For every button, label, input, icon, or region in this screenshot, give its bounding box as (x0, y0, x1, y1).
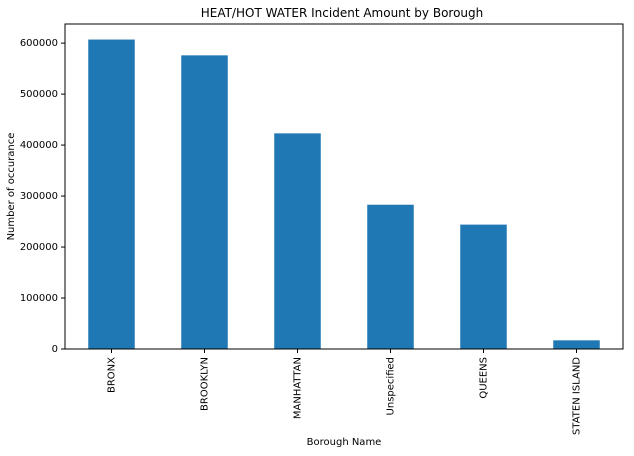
y-tick-label-1: 100000 (20, 293, 58, 304)
y-tick-label-5: 500000 (20, 89, 58, 100)
x-tick-label-staten-island: STATEN ISLAND (572, 357, 583, 435)
x-axis-label: Borough Name (307, 437, 382, 448)
y-tick-label-4: 400000 (20, 140, 58, 151)
bar-queens (460, 224, 507, 349)
bar-manhattan (274, 133, 321, 349)
x-tick-label-queens: QUEENS (479, 357, 490, 399)
bar-bronx (88, 39, 135, 350)
x-tick-label-manhattan: MANHATTAN (293, 357, 304, 419)
y-axis-label: Number of occurance (6, 133, 17, 241)
y-axis-ticks: 0 100000 200000 300000 400000 500000 600000 (20, 38, 65, 355)
y-tick-label-2: 200000 (20, 242, 58, 253)
x-tick-label-brooklyn: BROOKLYN (200, 357, 211, 411)
bar-staten-island (553, 340, 600, 349)
x-axis-ticks: BRONX BROOKLYN MANHATTAN Unspecified QUEENS S… (107, 349, 583, 435)
x-tick-label-unspecified: Unspecified (386, 357, 397, 415)
y-tick-label-3: 300000 (20, 191, 58, 202)
bar-unspecified (367, 204, 414, 349)
bar-brooklyn (181, 55, 228, 349)
y-tick-label-6: 600000 (20, 38, 58, 49)
plot-area-frame (64, 23, 624, 350)
chart-title: HEAT/HOT WATER Incident Amount by Boroug… (201, 6, 484, 20)
y-tick-label-0: 0 (52, 344, 58, 355)
x-tick-label-bronx: BRONX (107, 357, 118, 393)
bars-layer (88, 39, 600, 350)
